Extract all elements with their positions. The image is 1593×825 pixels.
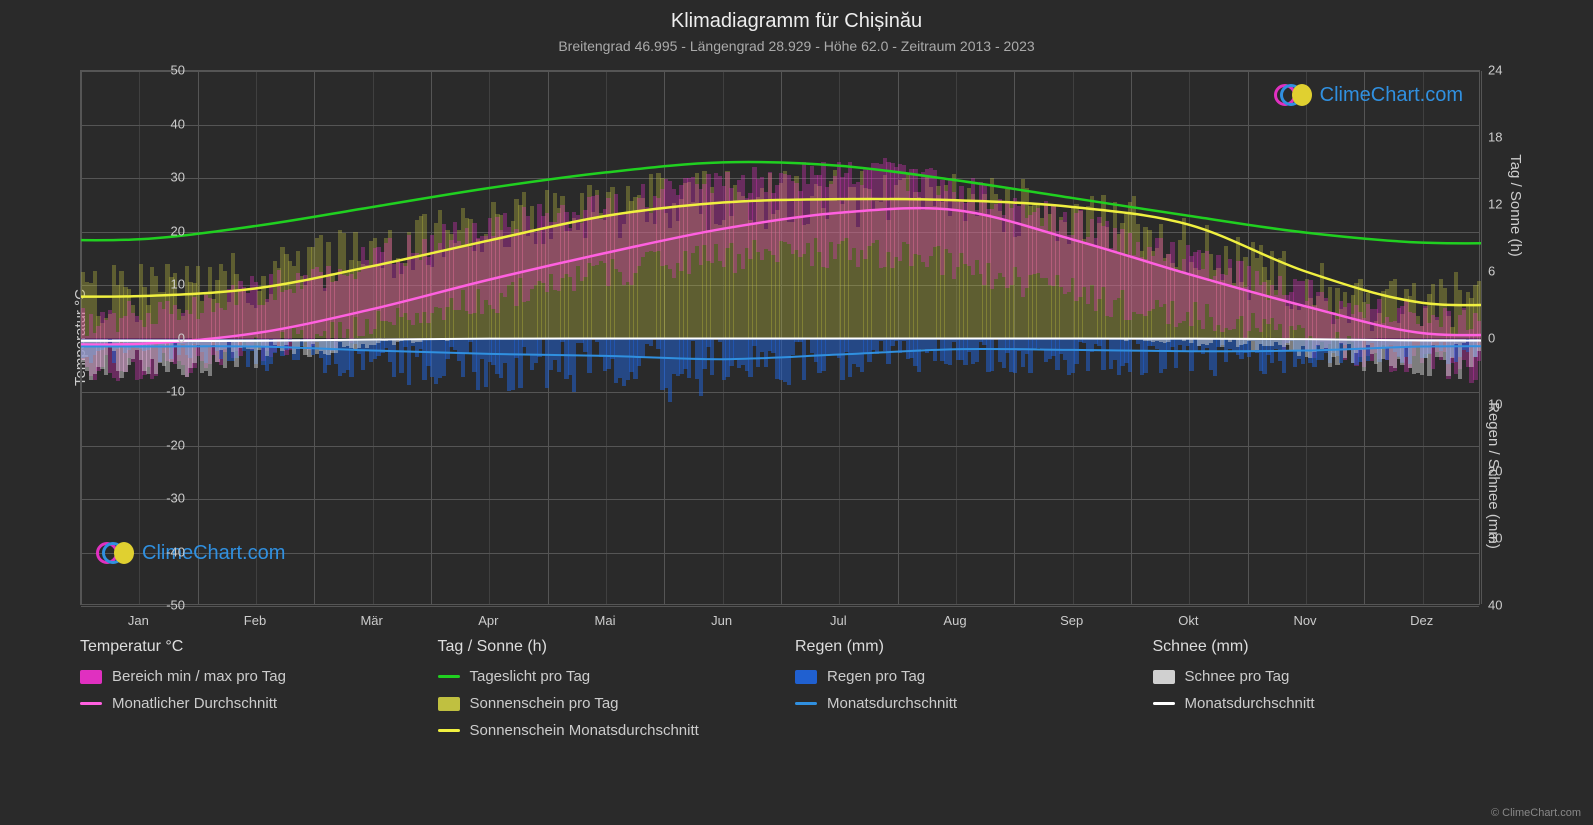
y-tick-left: -40 [145, 544, 185, 559]
watermark-logo-icon [1274, 82, 1314, 108]
legend-label: Monatsdurchschnitt [1185, 695, 1315, 712]
plot-area [80, 70, 1480, 605]
legend-swatch-icon [1153, 670, 1175, 684]
legend-header: Tag / Sonne (h) [438, 638, 786, 656]
y-tick-right-top: 0 [1488, 330, 1528, 345]
legend-column: Temperatur °C Bereich min / max pro Tag Mo… [80, 638, 428, 749]
y-tick-left: 10 [145, 277, 185, 292]
legend-item: Monatlicher Durchschnitt [80, 695, 428, 712]
legend-item: Monatsdurchschnitt [795, 695, 1143, 712]
legend: Temperatur °C Bereich min / max pro Tag Mo… [80, 638, 1500, 749]
x-tick-month: Mär [342, 613, 402, 628]
y-tick-right-bottom: 20 [1488, 464, 1528, 479]
legend-label: Schnee pro Tag [1185, 668, 1290, 685]
x-tick-month: Sep [1042, 613, 1102, 628]
legend-swatch-icon [80, 670, 102, 684]
legend-item: Sonnenschein pro Tag [438, 695, 786, 712]
y-tick-right-top: 12 [1488, 196, 1528, 211]
x-tick-month: Apr [458, 613, 518, 628]
legend-label: Sonnenschein pro Tag [470, 695, 619, 712]
x-tick-month: Jun [692, 613, 752, 628]
y-tick-left: 30 [145, 170, 185, 185]
legend-label: Regen pro Tag [827, 668, 925, 685]
y-tick-left: -20 [145, 437, 185, 452]
y-tick-right-bottom: 10 [1488, 397, 1528, 412]
legend-column: Schnee (mm) Schnee pro Tag Monatsdurchschn… [1153, 638, 1501, 749]
legend-swatch-icon [438, 729, 460, 732]
watermark-top: ClimeChart.com [1274, 82, 1463, 108]
legend-item: Schnee pro Tag [1153, 668, 1501, 685]
legend-label: Tageslicht pro Tag [470, 668, 591, 685]
watermark-bottom: ClimeChart.com [96, 540, 285, 566]
legend-label: Monatlicher Durchschnitt [112, 695, 277, 712]
legend-item: Sonnenschein Monatsdurchschnitt [438, 722, 786, 739]
legend-item: Tageslicht pro Tag [438, 668, 786, 685]
legend-item: Bereich min / max pro Tag [80, 668, 428, 685]
legend-swatch-icon [795, 670, 817, 684]
legend-column: Regen (mm) Regen pro Tag Monatsdurchschnit… [795, 638, 1143, 749]
x-tick-month: Mai [575, 613, 635, 628]
y-tick-left: 0 [145, 330, 185, 345]
legend-label: Monatsdurchschnitt [827, 695, 957, 712]
y-tick-right-bottom: 40 [1488, 598, 1528, 613]
legend-header: Regen (mm) [795, 638, 1143, 656]
y-tick-left: 20 [145, 223, 185, 238]
chart-title: Klimadiagramm für Chișinău [0, 10, 1593, 33]
climate-chart: Klimadiagramm für Chișinău Breitengrad 4… [0, 0, 1593, 825]
legend-column: Tag / Sonne (h) Tageslicht pro Tag Sonnens… [438, 638, 786, 749]
y-tick-right-top: 24 [1488, 63, 1528, 78]
legend-label: Bereich min / max pro Tag [112, 668, 286, 685]
legend-item: Monatsdurchschnitt [1153, 695, 1501, 712]
legend-swatch-icon [795, 702, 817, 705]
y-tick-left: -10 [145, 384, 185, 399]
legend-swatch-icon [1153, 702, 1175, 705]
copyright: © ClimeChart.com [1491, 807, 1581, 819]
legend-swatch-icon [80, 702, 102, 705]
legend-label: Sonnenschein Monatsdurchschnitt [470, 722, 699, 739]
y-tick-left: 50 [145, 63, 185, 78]
y-tick-right-top: 18 [1488, 129, 1528, 144]
y-tick-right-top: 6 [1488, 263, 1528, 278]
x-tick-month: Okt [1158, 613, 1218, 628]
legend-header: Schnee (mm) [1153, 638, 1501, 656]
chart-subtitle: Breitengrad 46.995 - Längengrad 28.929 -… [0, 38, 1593, 54]
y-tick-left: -30 [145, 491, 185, 506]
y-tick-left: 40 [145, 116, 185, 131]
x-tick-month: Aug [925, 613, 985, 628]
legend-item: Regen pro Tag [795, 668, 1143, 685]
y-tick-right-bottom: 30 [1488, 531, 1528, 546]
legend-swatch-icon [438, 697, 460, 711]
watermark-logo-icon [96, 540, 136, 566]
legend-swatch-icon [438, 675, 460, 678]
x-tick-month: Feb [225, 613, 285, 628]
x-tick-month: Jul [808, 613, 868, 628]
x-tick-month: Jan [108, 613, 168, 628]
legend-header: Temperatur °C [80, 638, 428, 656]
y-tick-left: -50 [145, 598, 185, 613]
x-tick-month: Dez [1392, 613, 1452, 628]
x-tick-month: Nov [1275, 613, 1335, 628]
